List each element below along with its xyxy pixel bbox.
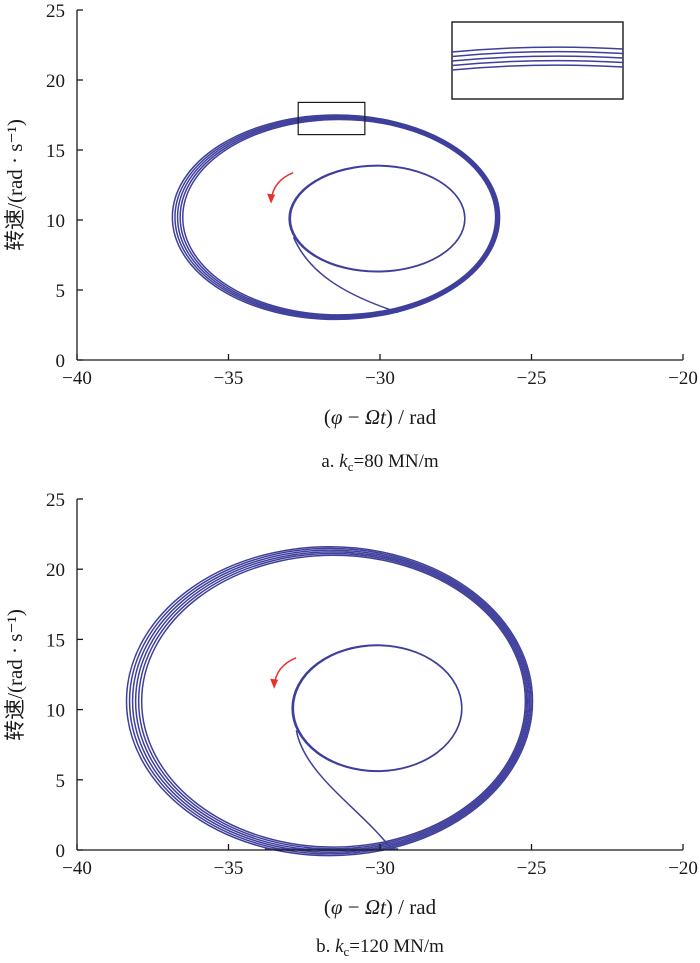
panel-b-caption: b. kc=120 MN/m	[316, 936, 444, 959]
y-tick-label: 15	[46, 141, 65, 162]
panel-a-caption: a. kc=80 MN/m	[321, 451, 439, 474]
x-tick-label: −35	[214, 368, 244, 389]
direction-arrow	[270, 171, 294, 201]
panel-b-x-axis-label: (φ − Ωt) / rad	[324, 895, 437, 919]
y-tick-label: 5	[56, 771, 66, 792]
inner-orbit	[289, 165, 466, 273]
y-tick-label: 10	[46, 211, 65, 232]
outer-orbit-loop	[171, 114, 501, 321]
inset-orbit-loop	[451, 59, 624, 67]
outer-orbit-loop	[140, 554, 527, 848]
y-tick-label: 25	[46, 490, 65, 511]
y-tick-label: 0	[56, 351, 66, 372]
y-tick-label: 25	[46, 1, 65, 22]
transient-trajectory	[292, 236, 399, 314]
y-tick-label: 5	[56, 281, 66, 302]
panel-a: −40 −35 −30 −25 −20 0 5 10 15 20 25 (φ − Ωt) / rad…	[3, 1, 698, 474]
outer-orbit-loop	[179, 117, 498, 317]
panel-b-plot-layer	[125, 545, 534, 857]
y-tick-label: 10	[46, 701, 65, 722]
outer-orbit-loop	[128, 547, 532, 855]
x-tick-label: −30	[365, 368, 395, 389]
x-tick-label: −25	[517, 368, 547, 389]
y-tick-label: 20	[46, 71, 65, 92]
panel-a-plot-layer	[171, 114, 501, 321]
y-tick-label: 0	[56, 841, 66, 862]
x-tick-label: −30	[365, 858, 395, 879]
inner-orbit	[292, 644, 463, 772]
transient-trajectory	[295, 730, 393, 851]
panel-a-inset	[297, 21, 624, 136]
panel-b-y-axis-label: 转速/(rad · s⁻¹)	[3, 609, 27, 741]
x-tick-label: −25	[517, 858, 547, 879]
outer-orbit-loop	[125, 545, 534, 857]
panel-b: −40 −35 −30 −25 −20 0 5 10 15 20 25 (φ − Ωt) / rad…	[3, 490, 698, 959]
outer-orbit-loop	[182, 118, 497, 316]
direction-arrow-head	[267, 193, 276, 204]
outer-orbit-loop	[174, 115, 500, 320]
inset-orbit-loop	[451, 64, 624, 71]
direction-arrow-head	[270, 678, 279, 689]
panel-a-y-axis-label: 转速/(rad · s⁻¹)	[3, 119, 27, 251]
x-tick-label: −20	[668, 368, 698, 389]
inset-orbit-loop	[451, 46, 624, 53]
y-tick-label: 20	[46, 560, 65, 581]
outer-orbit-loop	[131, 549, 531, 853]
panel-b-ticks: −40 −35 −30 −25 −20 0 5 10 15 20 25	[46, 490, 698, 879]
panel-a-ticks: −40 −35 −30 −25 −20 0 5 10 15 20 25	[46, 1, 698, 389]
inset-orbit-loop	[451, 50, 624, 58]
zoom-region-box	[297, 101, 366, 136]
inset-orbit-loop	[451, 55, 624, 62]
outer-orbit-loop	[176, 116, 499, 318]
y-tick-label: 15	[46, 630, 65, 651]
panel-a-x-axis-label: (φ − Ωt) / rad	[324, 405, 437, 429]
direction-arrow	[273, 657, 297, 686]
x-tick-label: −35	[214, 858, 244, 879]
x-tick-label: −20	[668, 858, 698, 879]
x-tick-label: −40	[62, 368, 92, 389]
x-tick-label: −40	[62, 858, 92, 879]
